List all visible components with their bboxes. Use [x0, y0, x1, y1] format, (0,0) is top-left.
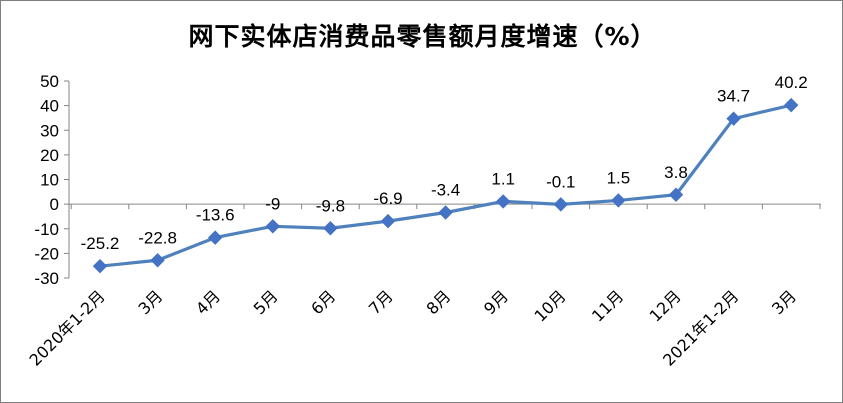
- x-tick-label: 2020年1-2月: [25, 286, 108, 369]
- data-point-marker: [207, 230, 223, 245]
- markers: [92, 97, 799, 274]
- x-tick-labels: 2020年1-2月 3月 4月 5月 6月 7月 8月 9月 10月 11月 12月2021年1-2…: [25, 286, 800, 369]
- y-tick-label: 30: [40, 121, 59, 140]
- y-tick-labels: 50 40 30 20 10 0 -10 -20 -30: [34, 72, 59, 288]
- y-tick-label: -20: [34, 244, 59, 263]
- data-point-marker: [92, 258, 108, 274]
- chart-title: 网下实体店消费品零售额月度增速（%）: [188, 22, 657, 51]
- y-tick-label: 0: [50, 195, 59, 214]
- x-tick-label: 5月: [250, 286, 282, 318]
- data-label: 34.7: [717, 87, 750, 106]
- data-label: -6.9: [373, 189, 402, 208]
- data-point-marker: [323, 221, 338, 236]
- y-tick-label: -10: [34, 220, 59, 239]
- x-tick-label: 3月: [768, 286, 800, 318]
- data-point-marker: [438, 205, 453, 220]
- data-point-marker: [265, 219, 281, 234]
- data-label: 1.1: [491, 169, 515, 188]
- y-tick-label: 10: [40, 171, 59, 190]
- data-label: 3.8: [664, 163, 688, 182]
- x-tick-label: 9月: [480, 286, 512, 318]
- x-tick-label: 10月: [530, 286, 569, 325]
- data-point-marker: [380, 213, 396, 229]
- data-label: -3.4: [431, 180, 460, 199]
- data-point-marker: [611, 193, 626, 208]
- axes: [64, 80, 821, 279]
- x-tick-label: 6月: [307, 286, 339, 318]
- y-tick-label: -30: [34, 269, 59, 288]
- data-label: -25.2: [81, 234, 120, 253]
- y-tick-label: 40: [40, 97, 59, 116]
- x-tick-label: 12月: [646, 286, 685, 325]
- x-tick-label: 4月: [192, 286, 224, 318]
- y-tick-label: 50: [40, 72, 59, 91]
- data-label: 40.2: [775, 73, 808, 92]
- data-point-marker: [668, 187, 684, 202]
- data-label: -0.1: [546, 172, 575, 191]
- x-tick-label: 11月: [588, 286, 627, 325]
- data-label: -9: [265, 194, 280, 213]
- data-label: 1.5: [607, 168, 631, 187]
- y-tick-label: 20: [40, 146, 59, 165]
- data-point-marker: [150, 253, 165, 268]
- data-label: -22.8: [138, 228, 177, 247]
- data-label: -13.6: [196, 206, 235, 225]
- data-point-marker: [726, 111, 741, 126]
- x-tick-label: 3月: [134, 286, 166, 318]
- data-point-marker: [553, 197, 569, 212]
- data-labels: -25.2 -22.8 -13.6 -9 -9.8 -6.9 -3.4 1.1 -0.1 1.5 3…: [81, 73, 808, 253]
- x-tick-label: 8月: [422, 286, 454, 318]
- x-tick-label: 7月: [365, 286, 397, 318]
- data-point-marker: [495, 194, 511, 209]
- data-label: -9.8: [316, 196, 345, 215]
- data-point-marker: [783, 97, 799, 113]
